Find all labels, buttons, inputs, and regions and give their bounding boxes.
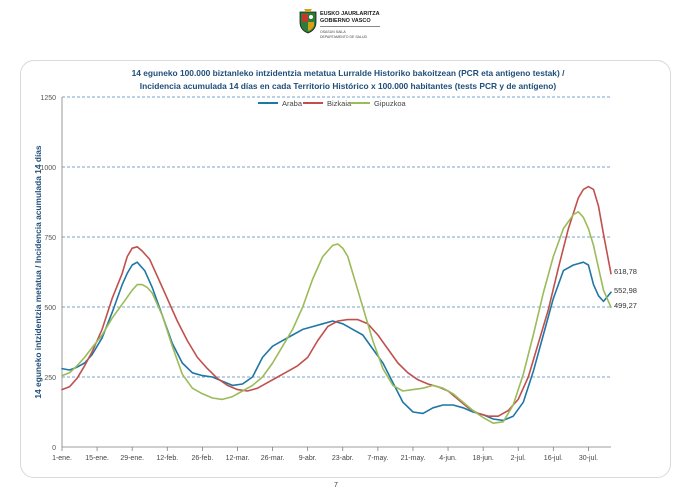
x-tick-label: 12-feb. (156, 455, 178, 462)
chart-subtitle: Incidencia acumulada 14 días en cada Ter… (139, 81, 557, 91)
x-tick-label: 21-may. (401, 455, 426, 462)
end-value-label-bizkaia: 618,78 (614, 267, 637, 276)
x-tick-label: 26-mar. (261, 455, 285, 462)
series-line-bizkaia (61, 185, 612, 418)
legend-label-bizkaia: Bizkaia (327, 99, 352, 108)
end-value-label-araba: 552,98 (614, 286, 637, 295)
x-tick-label: 30-jul. (579, 455, 598, 462)
x-tick-label: 23-abr. (332, 455, 354, 462)
y-tick-label: 1250 (40, 95, 56, 102)
x-tick-label: 16-jul. (544, 455, 563, 462)
x-tick-label: 15-ene. (85, 455, 109, 462)
end-value-label-gipuzkoa: 499,27 (614, 301, 637, 310)
org-name-spanish: GOBIERNO VASCO (320, 18, 371, 24)
series-line-gipuzkoa (61, 211, 612, 425)
x-tick-label: 2-jul. (511, 455, 526, 462)
government-logo: EUSKO JAURLARITZA GOBIERNO VASCO OSASUN … (298, 8, 398, 44)
x-tick-label: 12-mar. (226, 455, 250, 462)
chart-frame (20, 60, 671, 478)
x-tick-label: 9-abr. (299, 455, 317, 462)
department-name-basque: OSASUN SAILA (320, 30, 346, 34)
y-tick-label: 1000 (40, 165, 56, 172)
x-tick-label: 29-ene. (120, 455, 144, 462)
y-tick-label: 250 (44, 375, 56, 382)
chart-title: 14 eguneko 100.000 biztanleko intzidentz… (131, 68, 565, 78)
y-tick-label: 500 (44, 305, 56, 312)
department-name-spanish: DEPARTAMENTO DE SALUD (320, 35, 368, 39)
page-number: 7 (334, 482, 338, 489)
x-tick-label: 1-ene. (52, 455, 72, 462)
series-line-araba (61, 261, 612, 422)
legend-label-gipuzkoa: Gipuzkoa (374, 99, 407, 108)
x-tick-label: 7-may. (367, 455, 388, 462)
legend-label-araba: Araba (282, 99, 303, 108)
logo-divider (320, 26, 380, 27)
y-tick-label: 0 (52, 445, 56, 452)
y-tick-label: 750 (44, 235, 56, 242)
x-tick-label: 4-jun. (439, 455, 457, 462)
coat-of-arms-icon (299, 9, 317, 34)
org-name-basque: EUSKO JAURLARITZA (320, 11, 380, 17)
x-tick-label: 26-feb. (191, 455, 213, 462)
x-tick-label: 18-jun. (472, 455, 493, 462)
